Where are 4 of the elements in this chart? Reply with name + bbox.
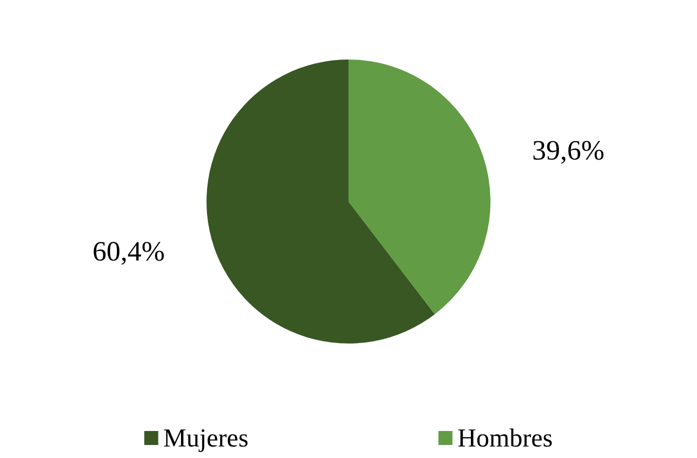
legend-label: Hombres bbox=[457, 424, 553, 452]
data-label: 39,6% bbox=[532, 136, 605, 167]
data-label: 60,4% bbox=[92, 236, 165, 268]
legend-label: Mujeres bbox=[163, 424, 248, 452]
